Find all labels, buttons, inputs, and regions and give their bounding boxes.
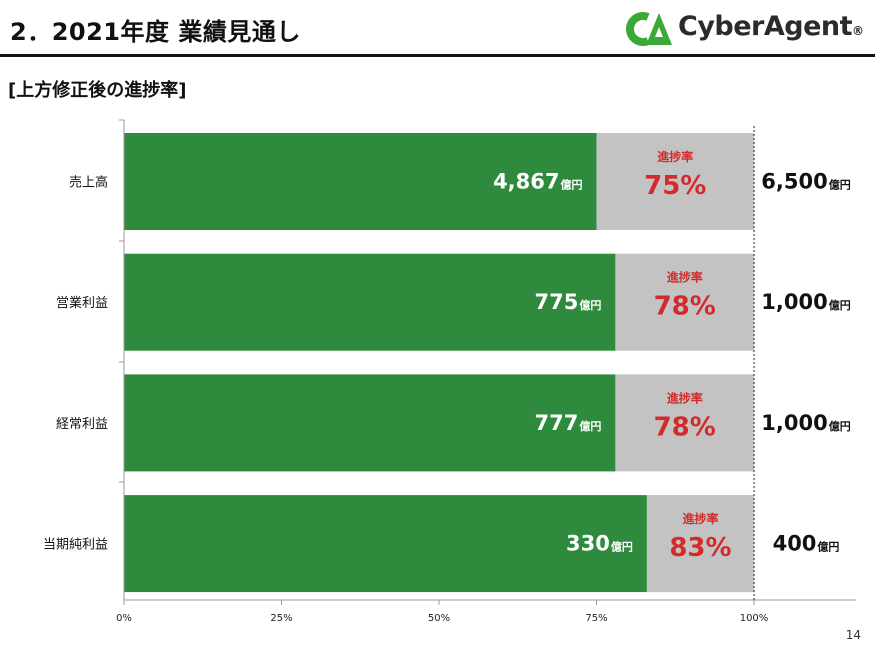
rate-caption: 進捗率 (657, 149, 693, 164)
target-value-label: 1,000億円 (761, 411, 850, 435)
cyberagent-logo: CyberAgent® (626, 9, 870, 51)
rate-value: 78% (654, 412, 716, 442)
chart-subtitle: [上方修正後の進捗率] (8, 80, 187, 101)
page-title: 2．2021年度 業績見通し (10, 18, 301, 46)
actual-value-label: 330億円 (566, 532, 633, 556)
bar-actual (124, 495, 647, 593)
bar-remaining (596, 133, 754, 230)
bar-remaining (646, 495, 754, 593)
x-tick-label: 25% (270, 613, 292, 624)
rate-value: 78% (654, 292, 716, 322)
actual-value-label: 777億円 (535, 411, 602, 435)
x-tick-label: 75% (585, 613, 607, 624)
category-label: 経常利益 (56, 417, 108, 432)
actual-value-label: 775億円 (535, 290, 602, 314)
actual-value-label: 4,867億円 (493, 170, 582, 194)
bar-remaining (615, 374, 754, 472)
cyberagent-logo-icon (626, 12, 672, 46)
rate-value: 75% (644, 171, 706, 201)
x-tick-label: 100% (740, 613, 769, 624)
target-value-label: 1,000億円 (761, 290, 850, 314)
bar-remaining (615, 253, 754, 351)
x-tick-label: 50% (428, 613, 450, 624)
page-number: 14 (845, 628, 861, 642)
logo-wordmark: CyberAgent® (678, 11, 864, 42)
rate-caption: 進捗率 (667, 390, 703, 405)
x-tick-label: 0% (116, 613, 132, 624)
target-value-label: 400億円 (773, 532, 840, 556)
category-label: 売上高 (69, 175, 108, 191)
rate-value: 83% (669, 533, 731, 563)
rate-caption: 進捗率 (682, 511, 718, 526)
target-value-label: 6,500億円 (761, 170, 850, 194)
rate-caption: 進捗率 (667, 270, 703, 285)
title-underline (0, 54, 875, 57)
bar-actual (124, 374, 616, 472)
category-label: 当期純利益 (43, 538, 108, 553)
bar-actual (124, 253, 616, 351)
bar-actual (124, 133, 597, 230)
category-label: 営業利益 (56, 295, 108, 311)
